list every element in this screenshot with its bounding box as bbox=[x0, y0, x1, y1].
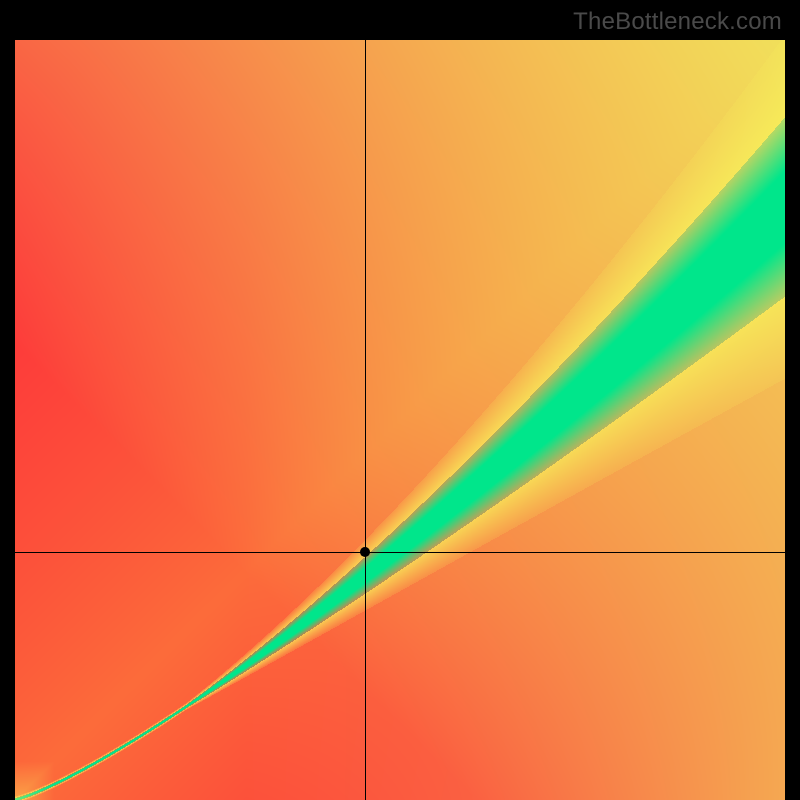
heatmap-canvas bbox=[15, 40, 785, 800]
heatmap-canvas-holder bbox=[15, 40, 785, 800]
watermark-text: TheBottleneck.com bbox=[573, 8, 782, 36]
bottleneck-heatmap-wrapper: TheBottleneck.com bbox=[0, 0, 800, 800]
